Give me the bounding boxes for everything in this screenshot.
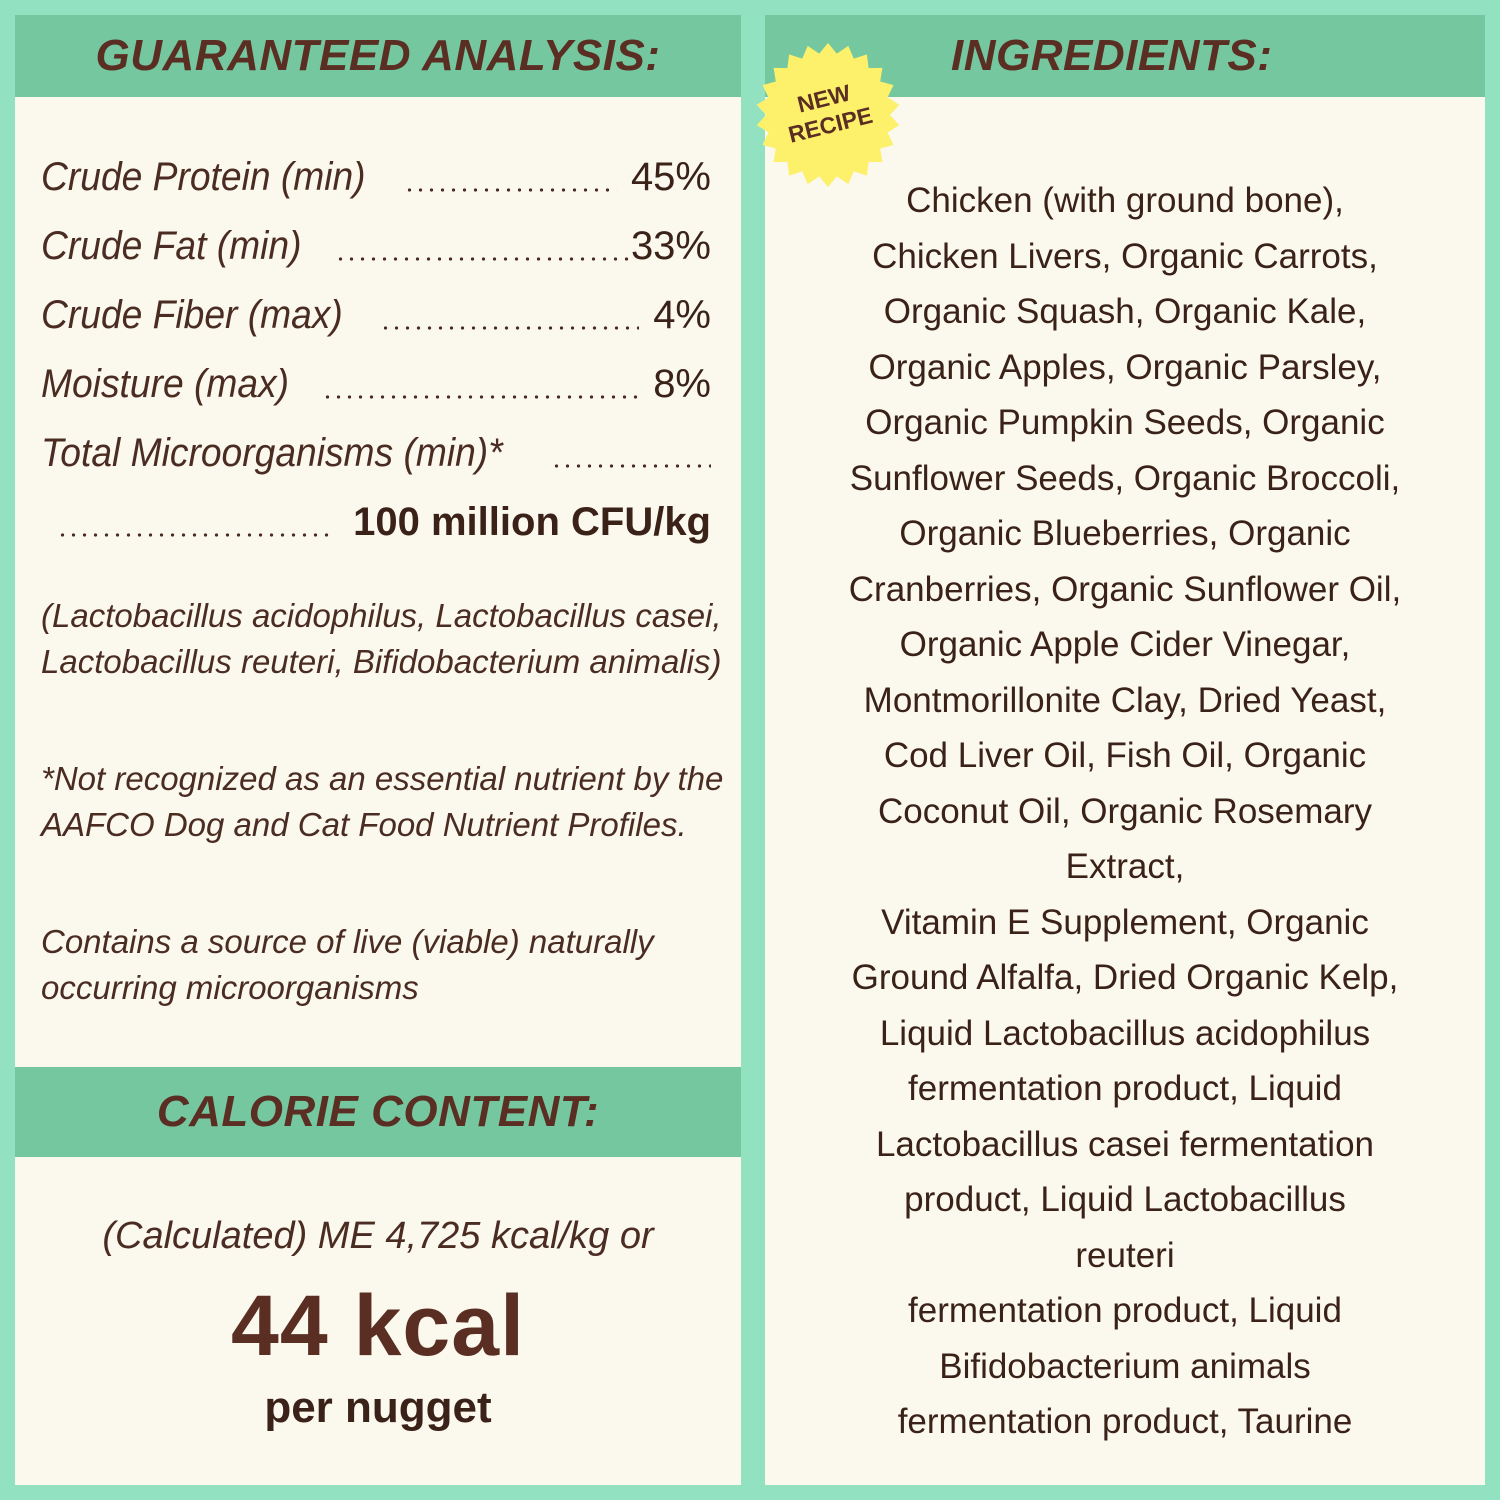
dot-leader (321, 392, 640, 402)
calorie-content-header: CALORIE CONTENT: (15, 1067, 741, 1157)
analysis-value: 8% (653, 361, 711, 406)
analysis-value: 33% (630, 223, 711, 268)
analysis-value: 100 million CFU/kg (353, 499, 711, 544)
ingredients-list: Chicken (with ground bone), Chicken Liver… (775, 173, 1475, 1450)
ingredient-line: product, Liquid Lactobacillus (904, 1180, 1346, 1219)
calculated-energy: (Calculated) ME 4,725 kcal/kg or (102, 1215, 654, 1257)
analysis-row-cfu: 100 million CFU/kg (57, 492, 711, 552)
ingredient-line: Montmorillonite Clay, Dried Yeast, (863, 680, 1387, 720)
strains-note: (Lactobacillus acidophilus, Lactobacillu… (41, 597, 722, 680)
ingredient-line: Sunflower Seeds, Organic Broccoli, (849, 458, 1401, 498)
ingredient-line: Extract, (1065, 847, 1185, 886)
ingredient-line: fermentation product, Taurine (897, 1402, 1353, 1441)
calorie-content-title: CALORIE CONTENT: (156, 1087, 600, 1136)
dot-leader (335, 254, 629, 264)
ingredient-line: Coconut Oil, Organic Rosemary (877, 791, 1373, 831)
analysis-row-protein: Crude Protein (min) 45% (41, 147, 711, 207)
guaranteed-analysis-header: GUARANTEED ANALYSIS: (15, 15, 741, 97)
analysis-value: 4% (653, 292, 711, 337)
live-microorganisms-note: Contains a source of live (viable) natur… (41, 923, 654, 1006)
ingredient-line: Chicken Livers, Organic Carrots, (872, 236, 1378, 276)
guaranteed-analysis-title: GUARANTEED ANALYSIS: (95, 31, 661, 80)
ingredient-line: Ground Alfalfa, Dried Organic Kelp, (851, 958, 1399, 997)
analysis-label: Crude Fat (min) (41, 223, 302, 268)
analysis-label: Crude Protein (min) (41, 154, 366, 199)
ingredient-line: Vitamin E Supplement, Organic (881, 902, 1369, 942)
guaranteed-analysis-panel: GUARANTEED ANALYSIS: Crude Protein (min)… (15, 15, 741, 1485)
analysis-row-fat: Crude Fat (min) 33% (41, 216, 711, 276)
dot-leader (57, 530, 330, 540)
per-nugget-label: per nugget (264, 1383, 492, 1432)
kcal-per-nugget-value: 44 kcal (231, 1278, 525, 1374)
ingredient-line: fermentation product, Liquid (908, 1291, 1342, 1330)
ingredient-line: Lactobacillus casei fermentation (875, 1124, 1375, 1164)
analysis-label: Crude Fiber (max) (41, 292, 343, 337)
ingredient-line: Cranberries, Organic Sunflower Oil, (848, 569, 1402, 609)
analysis-row-microorganisms: Total Microorganisms (min)* (41, 423, 711, 483)
ingredient-line: Liquid Lactobacillus acidophilus (879, 1013, 1371, 1053)
ingredient-line: Bifidobacterium animals (939, 1346, 1311, 1386)
analysis-label: Total Microorganisms (min)* (41, 430, 503, 475)
ingredient-line: Cod Liver Oil, Fish Oil, Organic (883, 736, 1367, 775)
ingredient-line: Organic Apples, Organic Parsley, (868, 347, 1382, 387)
ingredient-line: Organic Blueberries, Organic (899, 514, 1351, 553)
analysis-row-moisture: Moisture (max) 8% (41, 354, 711, 414)
dot-leader (404, 185, 617, 195)
ingredient-line: fermentation product, Liquid (908, 1069, 1342, 1108)
ingredient-line: Organic Apple Cider Vinegar, (899, 625, 1351, 664)
dot-leader (379, 323, 640, 333)
ingredient-line: reuteri (1075, 1235, 1175, 1275)
ingredients-panel: INGREDIENTS: Chicken (with ground bone),… (765, 15, 1485, 1485)
ingredient-line: Organic Pumpkin Seeds, Organic (865, 403, 1385, 442)
dot-leader (551, 461, 711, 471)
analysis-row-fiber: Crude Fiber (max) 4% (41, 285, 711, 345)
new-recipe-badge: NEW RECIPE (756, 43, 900, 187)
ingredient-line: Organic Squash, Organic Kale, (883, 292, 1367, 331)
analysis-label: Moisture (max) (41, 361, 290, 406)
ingredients-title: INGREDIENTS: (951, 31, 1273, 80)
starburst-icon (756, 43, 900, 187)
analysis-value: 45% (630, 154, 711, 199)
aafco-note: *Not recognized as an essential nutrient… (41, 760, 724, 843)
ingredient-line: Chicken (with ground bone), (906, 181, 1344, 220)
